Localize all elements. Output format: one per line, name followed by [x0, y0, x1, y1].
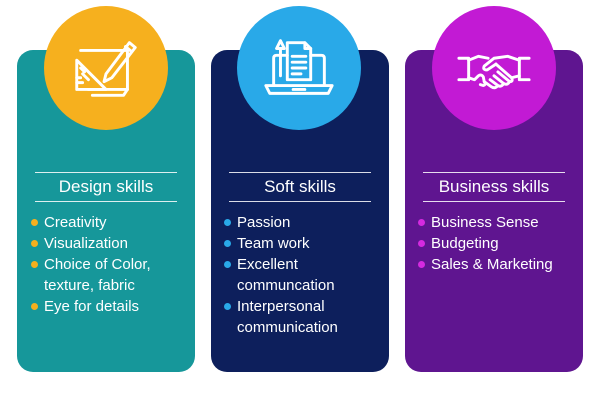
list-item: Creativity — [31, 212, 189, 233]
list-item: Business Sense — [418, 212, 578, 233]
list-item: Sales & Marketing — [418, 254, 578, 275]
bullet-dot — [31, 240, 38, 247]
design-skills-title: Design skills — [35, 172, 177, 202]
bullet-dot — [224, 240, 231, 247]
list-item: Interpersonal — [224, 296, 384, 317]
list-item: Team work — [224, 233, 384, 254]
design-skills-list: Creativity Visualization Choice of Color… — [31, 212, 189, 317]
bullet-dot — [31, 261, 38, 268]
list-item: Visualization — [31, 233, 189, 254]
list-item: Passion — [224, 212, 384, 233]
bullet-dot — [418, 240, 425, 247]
business-skills-icon-circle — [432, 6, 556, 130]
laptop-document-icon — [264, 39, 334, 95]
drawing-tools-icon — [75, 41, 137, 97]
soft-skills-icon-circle — [237, 6, 361, 130]
list-item-continuation: communication — [237, 319, 338, 336]
soft-skills-title: Soft skills — [229, 172, 371, 202]
bullet-dot — [224, 261, 231, 268]
design-skills-icon-circle — [44, 6, 168, 130]
business-skills-title: Business skills — [423, 172, 565, 202]
list-item-continuation: texture, fabric — [44, 277, 135, 294]
list-item: Excellent — [224, 254, 384, 275]
bullet-dot — [224, 219, 231, 226]
bullet-dot — [418, 261, 425, 268]
handshake-icon — [457, 54, 531, 90]
list-item: Budgeting — [418, 233, 578, 254]
bullet-dot — [31, 219, 38, 226]
list-item-continuation: communcation — [237, 277, 335, 294]
bullet-dot — [418, 219, 425, 226]
list-item: Choice of Color, — [31, 254, 189, 275]
bullet-dot — [31, 303, 38, 310]
list-item: Eye for details — [31, 296, 189, 317]
business-skills-list: Business Sense Budgeting Sales & Marketi… — [418, 212, 578, 275]
bullet-dot — [224, 303, 231, 310]
soft-skills-list: Passion Team work Excellent communcation… — [224, 212, 384, 338]
